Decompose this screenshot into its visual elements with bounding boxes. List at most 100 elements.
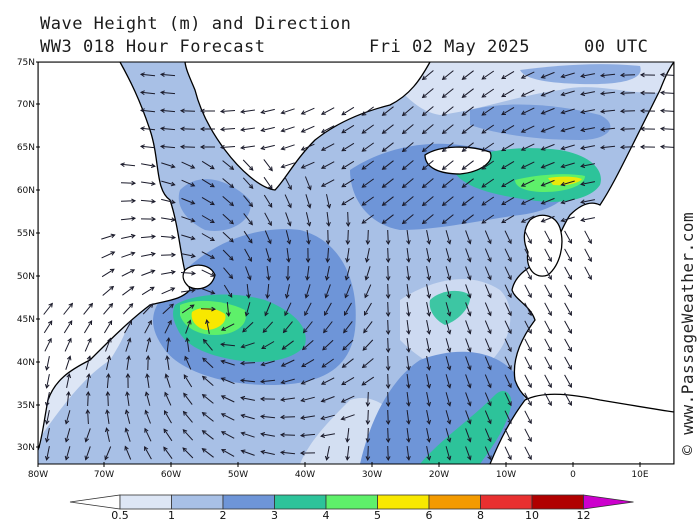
direction-arrow	[280, 126, 295, 133]
direction-arrow	[284, 194, 292, 209]
direction-arrow	[120, 216, 137, 221]
direction-arrow	[484, 374, 492, 389]
direction-arrow	[182, 429, 194, 441]
direction-arrow	[179, 126, 196, 132]
direction-arrow	[445, 302, 452, 317]
direction-arrow	[123, 303, 134, 315]
lon-label: 50W	[228, 470, 248, 480]
direction-arrow	[106, 355, 112, 370]
direction-arrow	[484, 428, 492, 443]
lat-label: 75N	[17, 58, 35, 68]
longitude-axis: 80W 70W 60W 50W 40W 30W 20W 10W 0 10E	[28, 462, 649, 480]
direction-arrow	[181, 197, 196, 205]
direction-arrow	[44, 356, 50, 371]
direction-arrow	[564, 392, 572, 406]
direction-arrow	[240, 342, 255, 349]
direction-arrow	[365, 391, 371, 408]
direction-arrow	[465, 266, 472, 281]
direction-arrow	[564, 302, 572, 316]
direction-arrow	[341, 160, 355, 170]
legend-threshold-label: 8	[477, 509, 484, 522]
direction-arrow	[445, 248, 452, 263]
direction-arrow	[564, 338, 572, 352]
direction-arrow	[220, 342, 235, 347]
lat-label: 45N	[17, 315, 35, 325]
direction-arrow	[345, 211, 351, 228]
direction-arrow	[481, 124, 495, 134]
direction-arrow	[484, 248, 492, 263]
direction-arrow	[445, 230, 452, 245]
direction-arrow	[520, 125, 535, 133]
direction-arrow	[481, 106, 495, 116]
direction-arrow	[64, 410, 71, 425]
legend-swatch	[480, 494, 533, 510]
direction-arrow	[504, 230, 512, 245]
color-legend: 0.5 1 2 3 4 5 6 8 10 12	[69, 494, 634, 522]
direction-arrow	[305, 194, 312, 209]
direction-arrow	[361, 376, 375, 386]
direction-arrow	[520, 107, 535, 115]
direction-arrow	[421, 196, 434, 207]
direction-arrow	[619, 90, 636, 96]
legend-swatch	[171, 494, 224, 510]
direction-arrow	[426, 428, 432, 443]
direction-arrow	[302, 321, 313, 334]
direction-arrow	[140, 234, 157, 240]
direction-arrow	[320, 179, 335, 187]
direction-arrow	[341, 106, 355, 116]
direction-arrow	[84, 337, 92, 352]
land-iceland	[424, 146, 492, 175]
direction-arrow	[85, 390, 91, 407]
direction-arrow	[524, 374, 532, 389]
direction-arrow	[659, 72, 674, 78]
direction-arrow	[139, 90, 156, 96]
land-greenland	[184, 62, 431, 191]
lat-label: 65N	[17, 143, 35, 153]
direction-arrow	[65, 355, 72, 370]
direction-arrow	[124, 319, 133, 334]
direction-arrow	[159, 108, 176, 114]
direction-arrow	[564, 230, 572, 244]
direction-arrow	[385, 355, 391, 372]
direction-arrow	[426, 230, 432, 245]
direction-arrow	[243, 195, 254, 208]
legend-threshold-label: 10	[525, 509, 539, 522]
direction-arrow	[540, 71, 555, 79]
direction-arrow	[240, 431, 255, 438]
direction-arrow	[301, 340, 314, 351]
direction-arrow	[365, 409, 371, 426]
direction-arrow	[223, 284, 233, 298]
direction-arrow	[560, 144, 575, 151]
direction-arrow	[441, 196, 454, 207]
direction-arrow	[219, 144, 236, 150]
direction-arrow	[165, 355, 170, 370]
direction-arrow	[385, 427, 391, 444]
direction-arrow	[279, 450, 296, 456]
direction-arrow	[199, 126, 215, 132]
direction-arrow	[484, 284, 492, 299]
direction-arrow	[284, 302, 292, 317]
direction-arrow	[341, 124, 355, 134]
direction-arrow	[544, 356, 552, 371]
direction-arrow	[64, 428, 71, 443]
direction-arrow	[242, 321, 254, 333]
direction-arrow	[560, 162, 575, 169]
direction-arrow	[145, 373, 150, 388]
direction-arrow	[481, 70, 495, 80]
direction-arrow	[183, 374, 193, 388]
direction-arrow	[381, 124, 394, 134]
direction-arrow	[44, 374, 50, 389]
direction-arrow	[401, 196, 414, 207]
direction-arrow	[465, 302, 472, 317]
direction-arrow	[184, 355, 192, 370]
direction-arrow	[421, 88, 434, 99]
direction-arrow	[426, 374, 432, 389]
direction-arrow	[501, 142, 515, 152]
direction-arrow	[361, 358, 374, 369]
direction-arrow	[300, 125, 315, 133]
direction-arrow	[580, 127, 595, 133]
direction-arrow	[445, 446, 452, 461]
land-masses	[38, 62, 674, 464]
direction-arrow	[221, 449, 235, 457]
direction-arrow	[242, 177, 254, 189]
